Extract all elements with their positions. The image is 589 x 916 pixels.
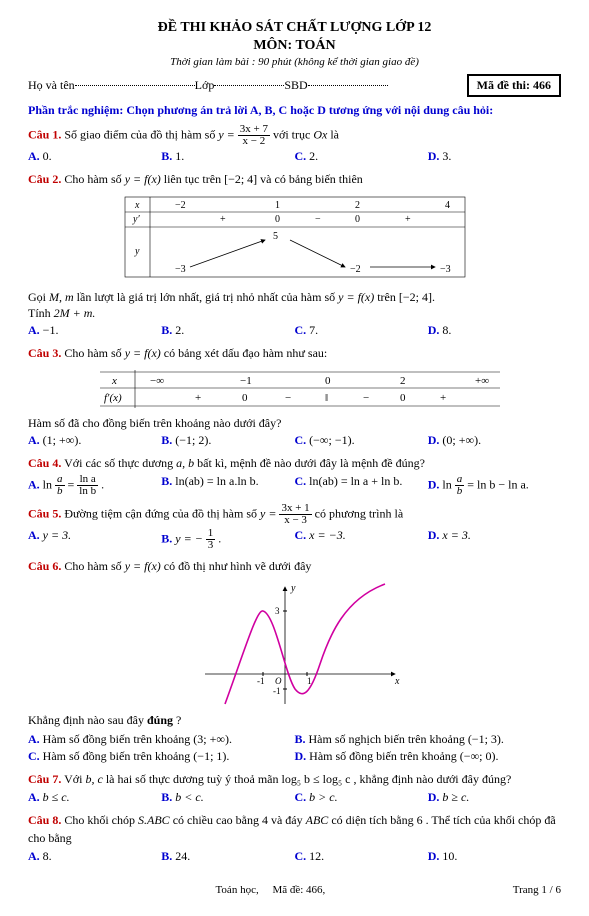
svg-text:−: − bbox=[363, 392, 369, 404]
q2-options: A. −1. B. 2. C. 7. D. 8. bbox=[28, 323, 561, 338]
svg-text:x: x bbox=[134, 200, 140, 211]
q3-options: A. (1; +∞). B. (−1; 2). C. (−∞; −1). D. … bbox=[28, 433, 561, 448]
header-info-row: Họ và tên Lớp SBD Mã đề thi: 466 bbox=[28, 74, 561, 97]
q6-followup: Khẳng định nào sau đây đúng ? bbox=[28, 713, 561, 728]
svg-text:2: 2 bbox=[400, 375, 406, 387]
svg-text:y′: y′ bbox=[132, 214, 140, 225]
svg-text:−2: −2 bbox=[175, 200, 186, 211]
svg-text:x: x bbox=[394, 676, 400, 687]
q5-options: A. y = 3. B. y = − 13 . C. x = −3. D. x … bbox=[28, 528, 561, 551]
section-header: Phần trắc nghiệm: Chọn phương án trả lời… bbox=[28, 103, 561, 118]
page-footer: Toán học, Mã đề: 466, Trang 1 / 6 bbox=[28, 884, 561, 896]
question-4: Câu 4. Với các số thực dương a, b bất kì… bbox=[28, 454, 561, 472]
class-label: Lớp bbox=[195, 78, 215, 93]
svg-text:x: x bbox=[111, 375, 117, 387]
q8-options: A. 8. B. 24. C. 12. D. 10. bbox=[28, 849, 561, 864]
svg-text:+∞: +∞ bbox=[475, 375, 489, 387]
subject: MÔN: TOÁN bbox=[28, 38, 561, 54]
question-6: Câu 6. Cho hàm số y = f(x) có đồ thị như… bbox=[28, 557, 561, 575]
svg-text:−2: −2 bbox=[350, 264, 361, 275]
q1-options: A. 0. B. 1. C. 2. D. 3. bbox=[28, 149, 561, 164]
q4-options: A. ln ab = ln aln b . B. ln(ab) = ln a.l… bbox=[28, 474, 561, 497]
svg-text:0: 0 bbox=[400, 392, 406, 404]
svg-text:0: 0 bbox=[275, 214, 280, 225]
exam-time: Thời gian làm bài : 90 phút (không kể th… bbox=[28, 56, 561, 68]
svg-text:4: 4 bbox=[445, 200, 450, 211]
q2-variation-table: x y′ y −2 1 2 4 + 0 − 0 + −3 5 −2 −3 bbox=[115, 192, 475, 282]
svg-text:−: − bbox=[315, 214, 321, 225]
question-7: Câu 7. Với b, c là hai số thực dương tuỳ… bbox=[28, 770, 561, 788]
class-blank bbox=[214, 85, 284, 86]
q3-sign-table: x f′(x) −∞ −1 0 2 +∞ + 0 − ‖ − 0 + bbox=[80, 366, 510, 412]
svg-text:-1: -1 bbox=[273, 686, 281, 696]
svg-text:+: + bbox=[220, 214, 226, 225]
name-label: Họ và tên bbox=[28, 78, 75, 93]
svg-text:+: + bbox=[440, 392, 446, 404]
svg-text:−1: −1 bbox=[240, 375, 252, 387]
sbd-blank bbox=[308, 85, 388, 86]
svg-text:O: O bbox=[275, 676, 282, 686]
svg-text:−: − bbox=[285, 392, 291, 404]
question-5: Câu 5. Đường tiệm cận đứng của đồ thị hà… bbox=[28, 503, 561, 526]
svg-text:5: 5 bbox=[273, 231, 278, 242]
svg-text:−∞: −∞ bbox=[150, 375, 164, 387]
svg-text:+: + bbox=[195, 392, 201, 404]
q6-graph: x y O -1 1 3 -1 bbox=[185, 579, 405, 709]
svg-text:0: 0 bbox=[355, 214, 360, 225]
exam-code: Mã đề thi: 466 bbox=[467, 74, 561, 97]
q7-options: A. b ≤ c. B. b < c. C. b > c. D. b ≥ c. bbox=[28, 790, 561, 805]
q2-compute: Tính 2M + m. bbox=[28, 306, 561, 321]
question-3: Câu 3. Cho hàm số y = f(x) có bảng xét d… bbox=[28, 344, 561, 362]
svg-text:‖: ‖ bbox=[325, 392, 328, 404]
svg-text:0: 0 bbox=[242, 392, 248, 404]
svg-text:y: y bbox=[290, 583, 296, 594]
question-8: Câu 8. Cho khối chóp S.ABC có chiều cao … bbox=[28, 811, 561, 847]
question-2: Câu 2. Cho hàm số y = f(x) liên tục trên… bbox=[28, 170, 561, 188]
svg-text:−3: −3 bbox=[175, 264, 186, 275]
svg-text:y: y bbox=[134, 246, 140, 257]
q1-text: Số giao điểm của đồ thị hàm số bbox=[64, 127, 218, 141]
question-1: Câu 1. Số giao điểm của đồ thị hàm số y … bbox=[28, 124, 561, 147]
svg-text:-1: -1 bbox=[257, 676, 265, 686]
svg-text:+: + bbox=[405, 214, 411, 225]
svg-text:3: 3 bbox=[275, 606, 280, 616]
q2-followup: Gọi M, m lần lượt là giá trị lớn nhất, g… bbox=[28, 288, 561, 306]
svg-text:1: 1 bbox=[275, 200, 280, 211]
svg-text:0: 0 bbox=[325, 375, 331, 387]
sbd-label: SBD bbox=[284, 78, 307, 93]
q3-followup: Hàm số đã cho đồng biến trên khoảng nào … bbox=[28, 416, 561, 431]
page-title: ĐỀ THI KHẢO SÁT CHẤT LƯỢNG LỚP 12 bbox=[28, 20, 561, 36]
q1-label: Câu 1. bbox=[28, 127, 61, 141]
svg-text:2: 2 bbox=[355, 200, 360, 211]
svg-text:−3: −3 bbox=[440, 264, 451, 275]
name-blank bbox=[75, 85, 195, 86]
svg-text:f′(x): f′(x) bbox=[104, 392, 122, 404]
q6-options: A. Hàm số đồng biến trên khoảng (3; +∞).… bbox=[28, 730, 561, 764]
